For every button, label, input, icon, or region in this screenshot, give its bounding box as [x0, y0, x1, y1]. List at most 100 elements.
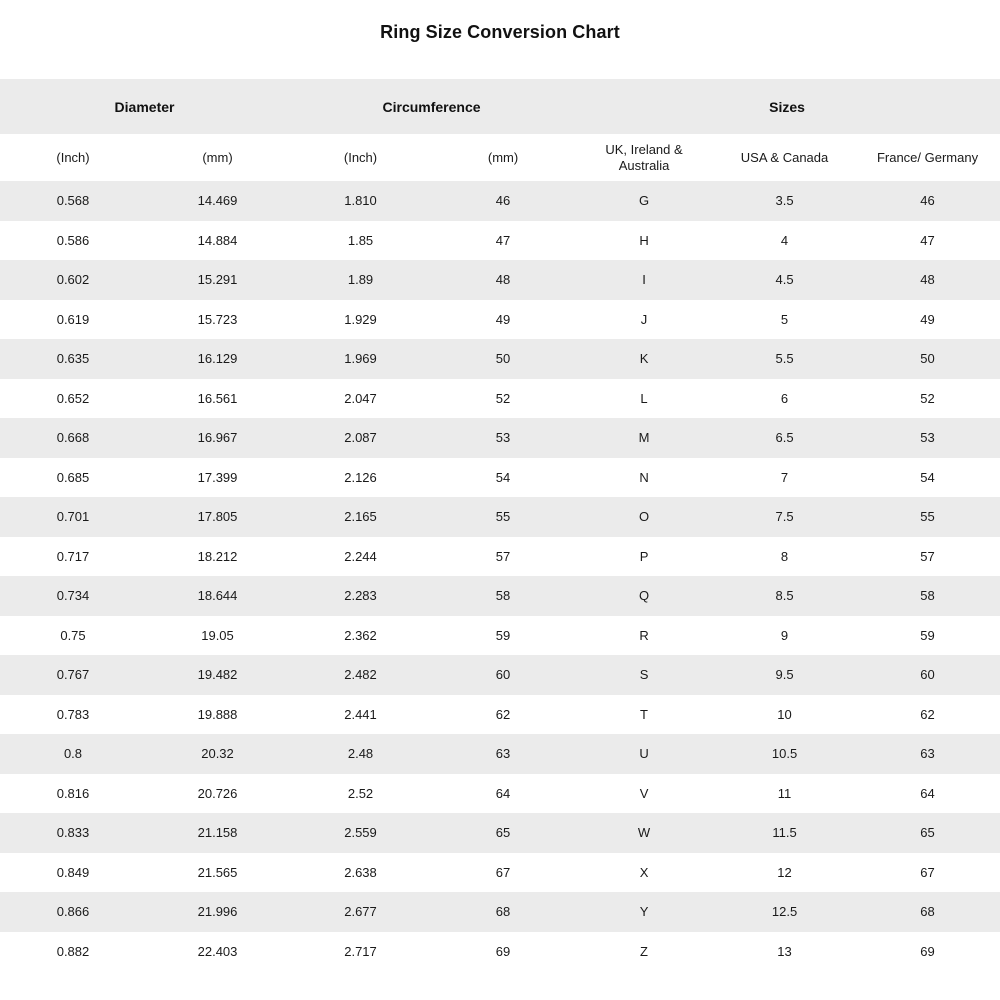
cell-circumference-mm: 53: [495, 430, 511, 446]
table-row: 0.717 18.212 2.244 57 P 8 57: [0, 536, 1000, 576]
cell-circumference-inch: 2.559: [344, 825, 377, 841]
cell-circumference-mm: 67: [495, 864, 511, 880]
cell-diameter-mm: 20.726: [197, 785, 238, 801]
cell-uk-ireland-australia: X: [639, 864, 649, 880]
cell-usa-canada: 6.5: [775, 430, 794, 446]
cell-usa-canada: 4.5: [775, 272, 794, 288]
cell-france-germany: 48: [920, 272, 935, 288]
cell-diameter-mm: 18.212: [197, 548, 238, 564]
cell-usa-canada: 10.5: [771, 746, 798, 762]
table-row: 0.568 14.469 1.810 46 G 3.5 46: [0, 181, 1000, 221]
cell-circumference-inch: 2.52: [347, 785, 374, 801]
cell-diameter-inch: 0.849: [56, 864, 90, 880]
cell-diameter-mm: 16.129: [197, 351, 238, 367]
cell-france-germany: 54: [920, 469, 935, 485]
group-header-sizes: Sizes: [769, 98, 805, 115]
cell-uk-ireland-australia: O: [638, 509, 650, 525]
cell-circumference-inch: 1.969: [344, 351, 377, 367]
cell-circumference-mm: 63: [495, 746, 511, 762]
table-header: Diameter Circumference Sizes (Inch) (mm)…: [0, 79, 1000, 181]
cell-circumference-inch: 2.087: [344, 430, 377, 446]
cell-uk-ireland-australia: L: [640, 390, 648, 406]
cell-france-germany: 57: [920, 548, 935, 564]
cell-uk-ireland-australia: S: [639, 667, 649, 683]
cell-circumference-mm: 60: [495, 667, 511, 683]
cell-usa-canada: 8.5: [775, 588, 794, 604]
cell-uk-ireland-australia: K: [639, 351, 649, 367]
table-row: 0.816 20.726 2.52 64 V 11 64: [0, 773, 1000, 813]
cell-diameter-mm: 19.888: [197, 706, 238, 722]
column-header-usa-canada: USA & Canada: [740, 149, 829, 165]
cell-diameter-mm: 14.469: [197, 193, 238, 209]
cell-usa-canada: 12: [777, 864, 792, 880]
cell-circumference-inch: 2.126: [344, 469, 377, 485]
cell-diameter-inch: 0.767: [56, 667, 90, 683]
cell-circumference-mm: 55: [495, 509, 511, 525]
cell-france-germany: 52: [920, 390, 935, 406]
cell-uk-ireland-australia: U: [639, 746, 649, 762]
cell-diameter-inch: 0.783: [56, 706, 90, 722]
table-row: 0.668 16.967 2.087 53 M 6.5 53: [0, 418, 1000, 458]
cell-uk-ireland-australia: Y: [639, 904, 649, 920]
cell-diameter-mm: 18.644: [197, 588, 238, 604]
cell-diameter-mm: 16.967: [197, 430, 238, 446]
column-header-uk-ireland-australia: UK, Ireland & Australia: [605, 141, 683, 173]
cell-diameter-inch: 0.882: [56, 943, 90, 959]
cell-france-germany: 58: [920, 588, 935, 604]
table-row: 0.833 21.158 2.559 65 W 11.5 65: [0, 813, 1000, 853]
cell-diameter-mm: 14.884: [197, 232, 238, 248]
cell-diameter-mm: 15.291: [197, 272, 238, 288]
cell-france-germany: 46: [920, 193, 935, 209]
cell-circumference-mm: 68: [495, 904, 511, 920]
cell-diameter-inch: 0.816: [56, 785, 90, 801]
cell-circumference-mm: 62: [495, 706, 511, 722]
cell-diameter-inch: 0.701: [56, 509, 90, 525]
table-row: 0.849 21.565 2.638 67 X 12 67: [0, 852, 1000, 892]
cell-france-germany: 53: [920, 430, 935, 446]
cell-france-germany: 64: [920, 785, 935, 801]
cell-usa-canada: 5: [780, 311, 789, 327]
cell-diameter-mm: 21.996: [197, 904, 238, 920]
column-header-circumference-mm: (mm): [487, 149, 519, 165]
cell-uk-ireland-australia: T: [640, 706, 648, 722]
cell-france-germany: 59: [920, 627, 935, 643]
cell-circumference-mm: 52: [495, 390, 511, 406]
table-row: 0.701 17.805 2.165 55 O 7.5 55: [0, 497, 1000, 537]
cell-usa-canada: 11: [777, 785, 792, 801]
cell-circumference-mm: 59: [495, 627, 511, 643]
cell-circumference-mm: 50: [495, 351, 511, 367]
cell-circumference-mm: 46: [495, 193, 511, 209]
cell-usa-canada: 9: [780, 627, 789, 643]
cell-circumference-mm: 65: [495, 825, 511, 841]
cell-uk-ireland-australia: W: [637, 825, 651, 841]
cell-usa-canada: 11.5: [772, 825, 797, 841]
cell-usa-canada: 12.5: [771, 904, 798, 920]
cell-diameter-mm: 15.723: [197, 311, 238, 327]
table-body: 0.568 14.469 1.810 46 G 3.5 46 0.586 14.884 1.85 4…: [0, 181, 1000, 971]
cell-diameter-inch: 0.833: [56, 825, 90, 841]
table-row: 0.602 15.291 1.89 48 I 4.5 48: [0, 260, 1000, 300]
cell-circumference-inch: 2.638: [344, 864, 377, 880]
cell-circumference-inch: 1.929: [344, 311, 377, 327]
cell-usa-canada: 10: [777, 706, 792, 722]
cell-uk-ireland-australia: Z: [640, 943, 648, 959]
cell-diameter-mm: 19.05: [201, 627, 234, 643]
table-row: 0.882 22.403 2.717 69 Z 13 69: [0, 931, 1000, 971]
cell-circumference-inch: 2.482: [344, 667, 377, 683]
cell-france-germany: 67: [920, 864, 935, 880]
cell-france-germany: 65: [920, 825, 935, 841]
ring-size-conversion-table: Diameter Circumference Sizes (Inch) (mm)…: [0, 79, 1000, 971]
cell-diameter-mm: 22.403: [197, 943, 238, 959]
cell-diameter-mm: 16.561: [197, 390, 238, 406]
cell-uk-ireland-australia: G: [638, 193, 650, 209]
page-title: Ring Size Conversion Chart: [380, 22, 620, 42]
cell-usa-canada: 5.5: [775, 351, 794, 367]
cell-diameter-inch: 0.685: [56, 469, 90, 485]
cell-uk-ireland-australia: V: [639, 785, 649, 801]
cell-circumference-inch: 1.85: [347, 232, 374, 248]
cell-france-germany: 60: [920, 667, 935, 683]
table-row: 0.586 14.884 1.85 47 H 4 47: [0, 220, 1000, 260]
cell-circumference-inch: 2.717: [344, 943, 377, 959]
cell-france-germany: 63: [920, 746, 935, 762]
cell-circumference-mm: 48: [495, 272, 511, 288]
